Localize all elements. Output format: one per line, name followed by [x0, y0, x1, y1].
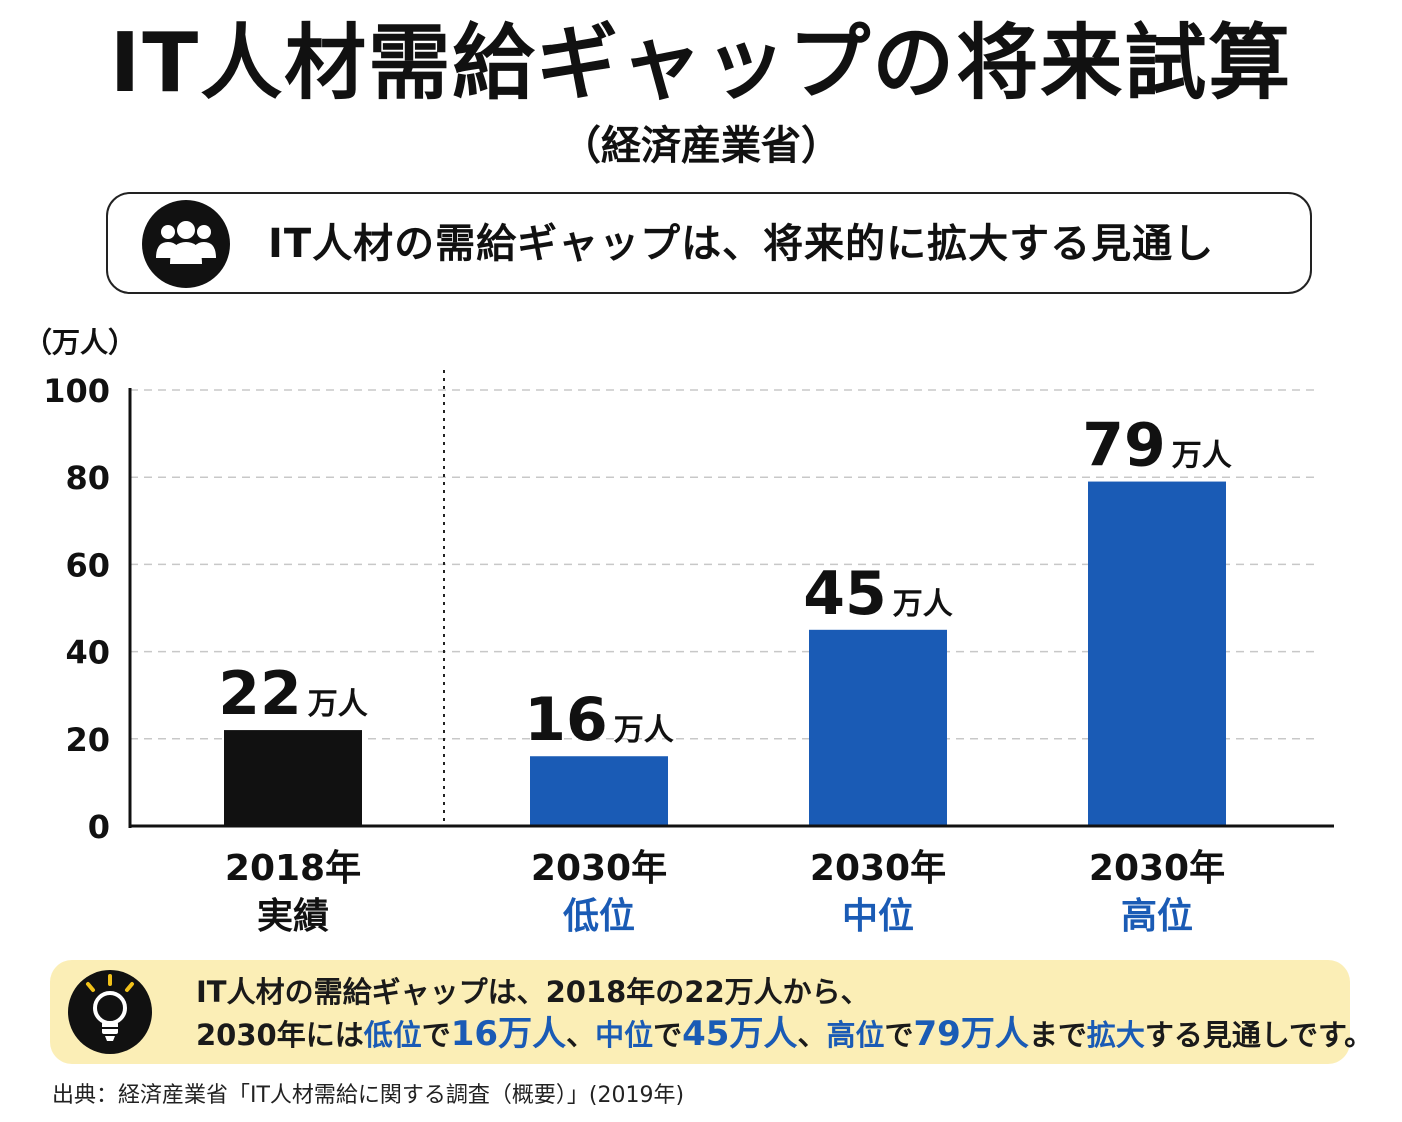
summary-line-1: IT人材の需給ギャップは、2018年の22万人から、: [196, 975, 870, 1009]
x-tick-label: 実績: [257, 896, 329, 937]
bar: [224, 730, 362, 826]
y-tick-label: 20: [65, 721, 110, 759]
y-tick-label: 0: [88, 808, 110, 846]
people-group-icon: [142, 200, 230, 288]
data-label: 79 万人: [1082, 411, 1232, 481]
y-tick-label: 100: [43, 372, 110, 410]
page-title: IT人材需給ギャップの将来試算: [109, 16, 1293, 111]
x-tick-year: 2018年: [225, 848, 361, 889]
y-tick-label: 40: [65, 634, 110, 672]
y-unit-label: （万人）: [24, 326, 136, 359]
bar: [1088, 481, 1226, 826]
bar-chart: （万人） 0 20 40 60 80 100 22 万人 16 万人 45 万人 79 万人 2018年…: [24, 326, 1334, 937]
headline-box: IT人材の需給ギャップは、将来的に拡大する見通し: [106, 192, 1312, 294]
summary-keyword-expand: 拡大: [1086, 1018, 1145, 1052]
page-subtitle: （経済産業省）: [561, 123, 841, 169]
x-tick-label: 高位: [1121, 896, 1193, 937]
x-tick-label: 中位: [842, 896, 914, 937]
summary-text: 2030年には: [196, 1018, 364, 1052]
summary-value-high: 79万人: [913, 1014, 1029, 1054]
summary-text: する見通しです。: [1144, 1018, 1374, 1052]
summary-text: で: [884, 1018, 914, 1052]
summary-text: 、: [566, 1018, 596, 1052]
summary-keyword-low: 低位: [363, 1018, 422, 1052]
summary-text: で: [653, 1018, 683, 1052]
summary-value-low: 16万人: [450, 1014, 567, 1054]
headline-text: IT人材の需給ギャップは、将来的に拡大する見通し: [268, 221, 1215, 267]
summary-text: まで: [1028, 1018, 1087, 1052]
x-tick-year: 2030年: [810, 848, 946, 889]
bar: [809, 629, 947, 826]
data-label: 16 万人: [524, 685, 674, 755]
y-tick-label: 80: [65, 459, 110, 497]
source-citation: 出典：経済産業省「IT人材需給に関する調査（概要）」(2019年): [52, 1083, 685, 1108]
summary-text: で: [421, 1018, 451, 1052]
data-label: 22 万人: [218, 659, 368, 729]
summary-value-mid: 45万人: [682, 1014, 798, 1054]
summary-line-2: 2030年には低位で16万人、中位で45万人、高位で79万人まで拡大する見通しで…: [196, 1014, 1373, 1055]
summary-keyword-high: 高位: [826, 1018, 885, 1052]
bar: [530, 756, 668, 826]
summary-keyword-mid: 中位: [595, 1018, 654, 1052]
summary-box: IT人材の需給ギャップは、2018年の22万人から、 2030年には低位で16万…: [50, 960, 1373, 1064]
data-label: 45 万人: [803, 559, 953, 629]
summary-text: 、: [797, 1018, 827, 1052]
lightbulb-icon: [68, 970, 152, 1054]
x-tick-label: 低位: [563, 896, 635, 937]
x-tick-year: 2030年: [1089, 848, 1225, 889]
y-tick-label: 60: [65, 546, 110, 584]
x-tick-year: 2030年: [531, 848, 667, 889]
